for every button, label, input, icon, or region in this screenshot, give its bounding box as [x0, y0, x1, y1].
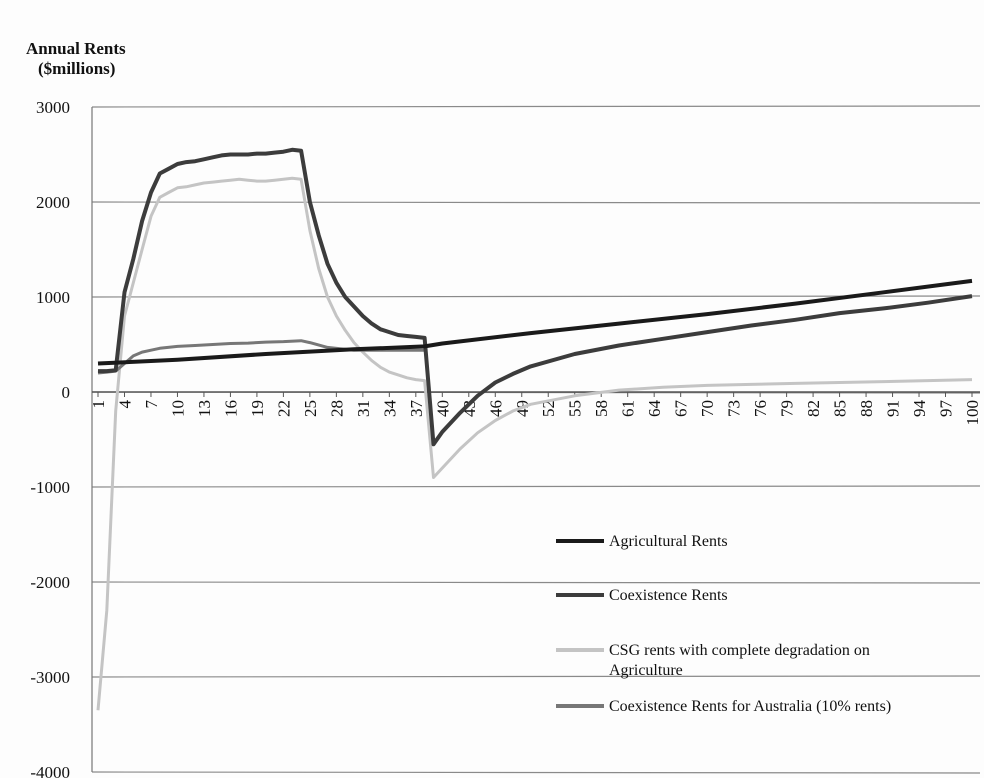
x-tick-label: 25: [301, 400, 320, 417]
x-tick-label: 40: [433, 400, 452, 417]
x-tick-label: 43: [460, 400, 479, 417]
x-tick-label: 22: [274, 400, 293, 417]
x-tick-label: 70: [698, 400, 717, 417]
x-tick-label: 67: [672, 400, 691, 418]
x-tick-label: 16: [221, 400, 240, 417]
x-tick-label: 79: [778, 400, 797, 417]
y-tick-label: 3000: [36, 98, 70, 117]
y-axis-title-line1: Annual Rents: [26, 39, 126, 58]
legend-label-1: Agricultural Rents: [609, 533, 728, 550]
y-tick-label: -2000: [30, 573, 70, 592]
x-tick-label: 85: [831, 400, 850, 417]
x-tick-label: 52: [539, 400, 558, 417]
x-tick-label: 10: [168, 400, 187, 417]
series-line-1: [97, 278, 973, 366]
x-tick-label: 91: [884, 400, 903, 417]
y-tick-label: 2000: [36, 193, 70, 212]
gridline: [91, 201, 981, 204]
gridline: [91, 675, 981, 678]
x-tick-label: 4: [115, 400, 134, 409]
x-tick-label: 31: [354, 400, 373, 417]
series-line-2: [98, 147, 973, 447]
x-tick-label: 76: [751, 400, 770, 417]
x-tick-label: 7: [142, 400, 161, 409]
x-tick-label: 94: [910, 400, 929, 418]
x-tick-label: 46: [486, 400, 505, 417]
x-tick-label: 19: [248, 400, 267, 417]
y-tick-label: -1000: [30, 478, 70, 497]
series-line-3: [96, 176, 973, 711]
x-tick-label: 61: [619, 400, 638, 417]
gridline: [91, 771, 981, 774]
series-line-4: [97, 339, 425, 375]
x-tick-label: 88: [857, 400, 876, 417]
x-tick-label: 82: [804, 400, 823, 417]
x-tick-label: 73: [725, 400, 744, 417]
x-tick-label: 58: [592, 400, 611, 417]
x-tick-label: 37: [407, 400, 426, 418]
x-tick-label: 1: [89, 400, 108, 409]
gridline: [91, 295, 981, 298]
x-tick-label: 34: [380, 400, 399, 418]
x-tick-label: 55: [566, 400, 585, 417]
x-tick-label: 97: [937, 400, 956, 418]
x-tick-label: 28: [327, 400, 346, 417]
gridline: [91, 105, 981, 108]
y-axis-title-line2: ($millions): [38, 59, 116, 78]
y-tick-label: 0: [62, 383, 71, 402]
y-tick-label: -4000: [30, 763, 70, 778]
x-tick-label: 64: [645, 400, 664, 418]
legend-label-2: Coexistence Rents: [609, 587, 728, 604]
x-tick-label: 13: [195, 400, 214, 417]
y-tick-label: -3000: [30, 668, 70, 687]
legend-label-4: Coexistence Rents for Australia (10% ren…: [609, 698, 891, 715]
legend-label-3: CSG rents with complete degradation on Ag…: [609, 642, 870, 679]
y-tick-label: 1000: [36, 288, 70, 307]
gridline: [91, 485, 981, 488]
gridline: [91, 581, 981, 584]
y-axis-title: Annual Rents ($millions): [26, 39, 126, 79]
x-tick-label: 100: [963, 400, 982, 426]
